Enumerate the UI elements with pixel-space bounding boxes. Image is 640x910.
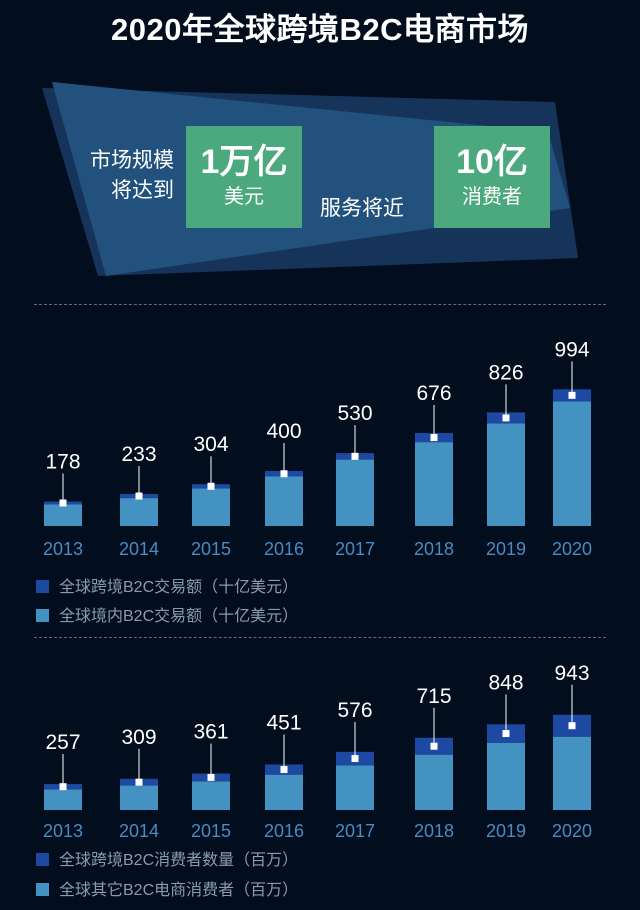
leader-marker-2013 <box>59 499 67 507</box>
x-tick-2016: 2016 <box>264 821 304 841</box>
data-label-2018: 715 <box>416 685 451 708</box>
bar-segment-2016-lower <box>265 774 303 810</box>
data-label-2017: 530 <box>337 402 372 425</box>
leader-marker-2015 <box>207 482 215 490</box>
data-label-2016: 451 <box>266 711 301 734</box>
data-label-2020: 943 <box>554 662 589 685</box>
x-tick-2020: 2020 <box>552 821 592 841</box>
leader-marker-2017 <box>351 755 359 763</box>
data-label-2014: 233 <box>121 443 156 466</box>
serve-label: 服务将近 <box>320 197 404 220</box>
market-value: 1万亿 <box>200 143 288 181</box>
bar-segment-2016-lower <box>265 476 303 526</box>
market-unit: 美元 <box>224 186 264 208</box>
legend-label: 全球其它B2C电商消费者（百万） <box>59 882 299 899</box>
legend-item-other-consumers: 全球其它B2C电商消费者（百万） <box>36 881 298 901</box>
data-label-2015: 304 <box>193 433 228 456</box>
x-tick-2016: 2016 <box>264 539 304 559</box>
x-tick-2013: 2013 <box>43 539 83 559</box>
legend-item-cross-border-trade: 全球跨境B2C交易额（十亿美元） <box>36 578 298 598</box>
bar-segment-2015-lower <box>192 488 230 526</box>
x-tick-2017: 2017 <box>335 539 375 559</box>
bar-segment-2014-lower <box>120 785 158 810</box>
x-tick-2014: 2014 <box>119 539 159 559</box>
leader-marker-2014 <box>135 778 143 786</box>
leader-marker-2018 <box>430 742 438 750</box>
bar-segment-2018-lower <box>415 442 453 526</box>
bar-segment-2020-lower <box>553 401 591 526</box>
legend-label: 全球跨境B2C消费者数量（百万） <box>59 852 299 869</box>
x-tick-2013: 2013 <box>43 821 83 841</box>
x-tick-2014: 2014 <box>119 821 159 841</box>
bar-segment-2018-lower <box>415 754 453 810</box>
legend-label: 全球境内B2C交易额（十亿美元） <box>59 608 299 625</box>
consumers-value-box: 10亿 消费者 <box>434 126 550 228</box>
bar-segment-2019-lower <box>487 423 525 526</box>
data-label-2020: 994 <box>554 338 589 361</box>
leader-marker-2017 <box>351 452 359 460</box>
x-tick-2017: 2017 <box>335 821 375 841</box>
leader-marker-2019 <box>502 730 510 738</box>
leader-marker-2020 <box>568 722 576 730</box>
x-tick-2018: 2018 <box>414 821 454 841</box>
data-label-2014: 309 <box>121 726 156 749</box>
page-title: 2020年全球跨境B2C电商市场 <box>111 12 529 47</box>
leader-marker-2020 <box>568 391 576 399</box>
leader-marker-2019 <box>502 414 510 422</box>
x-tick-2015: 2015 <box>191 821 231 841</box>
legend-swatch <box>36 853 49 866</box>
bar-segment-2015-lower <box>192 781 230 810</box>
market-label-line1: 市场规模 <box>90 149 174 172</box>
divider-2 <box>34 637 606 638</box>
bar-segment-2013-lower <box>44 789 82 810</box>
x-tick-2015: 2015 <box>191 539 231 559</box>
consumers-unit: 消费者 <box>462 186 522 208</box>
consumers-value: 10亿 <box>456 143 528 181</box>
bar-segment-2014-lower <box>120 498 158 526</box>
data-label-2013: 257 <box>45 731 80 754</box>
leader-marker-2013 <box>59 783 67 791</box>
data-label-2018: 676 <box>416 382 451 405</box>
x-tick-2018: 2018 <box>414 539 454 559</box>
divider-1 <box>34 304 606 305</box>
data-label-2015: 361 <box>193 721 228 744</box>
bar-segment-2019-lower <box>487 742 525 810</box>
leader-marker-2018 <box>430 434 438 442</box>
leader-marker-2015 <box>207 773 215 781</box>
chart-b2c-consumers: 257 2013 309 2014 361 2015 451 2016 576 2017 715 20… <box>43 662 592 841</box>
market-value-box: 1万亿 美元 <box>186 126 302 228</box>
data-label-2016: 400 <box>266 420 301 443</box>
bar-segment-2017-lower <box>336 765 374 810</box>
legend-item-domestic-trade: 全球境内B2C交易额（十亿美元） <box>36 607 298 627</box>
chart-b2c-transactions: 178 2013 233 2014 304 2015 400 2016 530 2017 676 20… <box>43 338 592 559</box>
data-label-2017: 576 <box>337 699 372 722</box>
legend-swatch <box>36 609 49 622</box>
data-label-2019: 826 <box>488 361 523 384</box>
data-label-2013: 178 <box>45 451 80 474</box>
legend-label: 全球跨境B2C交易额（十亿美元） <box>59 579 299 596</box>
legend-swatch <box>36 883 49 896</box>
data-label-2019: 848 <box>488 671 523 694</box>
x-tick-2019: 2019 <box>486 539 526 559</box>
bar-segment-2020-lower <box>553 736 591 810</box>
legend-item-cross-border-consumers: 全球跨境B2C消费者数量（百万） <box>36 851 298 871</box>
leader-marker-2016 <box>280 470 288 478</box>
x-tick-2020: 2020 <box>552 539 592 559</box>
leader-marker-2014 <box>135 492 143 500</box>
bar-segment-2017-lower <box>336 459 374 526</box>
legend-swatch <box>36 580 49 593</box>
x-tick-2019: 2019 <box>486 821 526 841</box>
market-label: 市场规模 将达到 <box>72 146 174 206</box>
market-label-line2: 将达到 <box>111 179 174 202</box>
bar-segment-2013-lower <box>44 504 82 526</box>
leader-marker-2016 <box>280 766 288 774</box>
